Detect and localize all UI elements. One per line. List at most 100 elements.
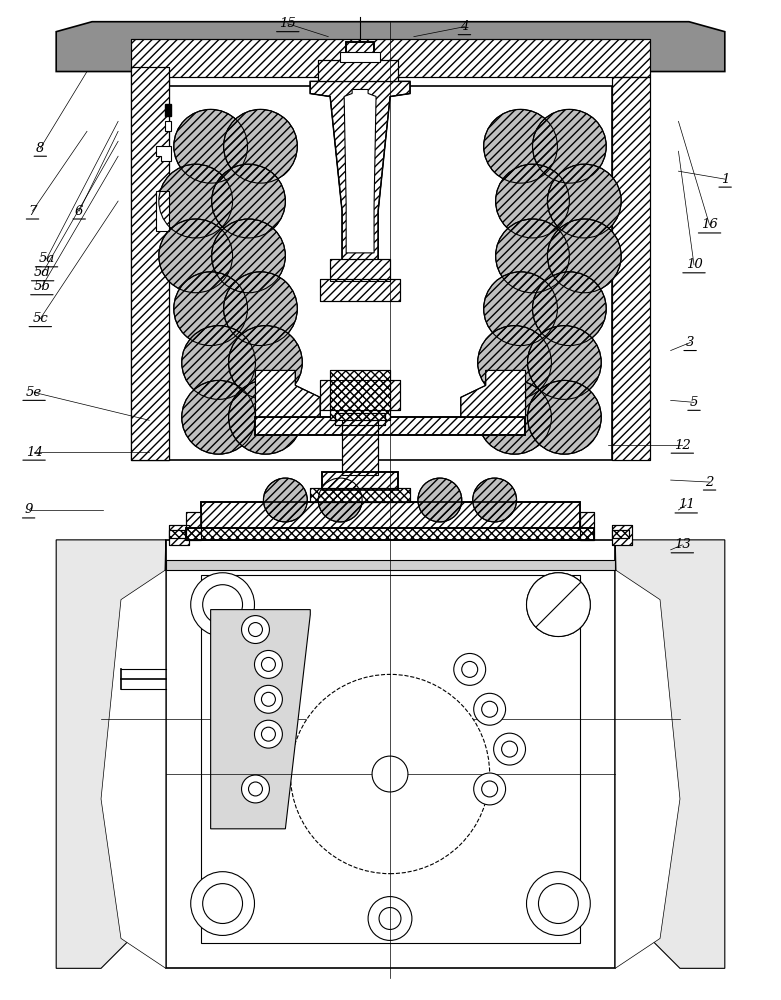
Text: 14: 14 [26,446,42,459]
Bar [131,67,169,460]
Circle shape [255,650,283,678]
Bar [342,420,378,475]
Circle shape [454,653,486,685]
Bar [201,575,580,943]
Circle shape [526,573,590,637]
Circle shape [229,380,302,454]
Bar [612,525,632,545]
Circle shape [223,272,298,346]
Bar [169,530,186,538]
Text: 1: 1 [721,173,729,186]
Text: 12: 12 [674,439,690,452]
Circle shape [182,326,255,399]
Circle shape [241,616,269,643]
Text: 5: 5 [690,396,698,409]
Bar [346,42,374,60]
Text: 15: 15 [280,17,296,30]
Circle shape [241,775,269,803]
Bar [201,502,580,530]
Bar [612,77,650,460]
Polygon shape [56,22,725,72]
Circle shape [482,701,497,717]
Polygon shape [580,512,594,540]
Bar [131,39,650,77]
Text: 13: 13 [674,538,690,551]
Circle shape [262,727,276,741]
Text: 8: 8 [36,142,45,155]
Bar [166,560,615,570]
Circle shape [262,657,276,671]
Bar [166,540,615,968]
Circle shape [474,773,505,805]
Circle shape [482,781,497,797]
Circle shape [248,782,262,796]
Bar [341,52,380,62]
Bar [201,502,580,530]
Bar [319,60,398,81]
Circle shape [203,585,243,625]
Circle shape [478,326,551,399]
Circle shape [262,692,276,706]
Text: 16: 16 [701,218,718,231]
Polygon shape [101,540,166,968]
Circle shape [527,326,601,399]
Bar [330,259,390,281]
Text: 9: 9 [24,503,33,516]
Bar [330,370,390,420]
Bar [330,370,390,420]
Bar [612,530,629,538]
Text: 5c: 5c [33,312,48,325]
Polygon shape [255,370,320,417]
Circle shape [372,756,408,792]
Bar [320,279,400,301]
Circle shape [191,573,255,637]
Circle shape [248,623,262,637]
Circle shape [496,219,569,293]
Circle shape [291,674,490,874]
Bar [186,528,594,540]
Circle shape [418,478,462,522]
Circle shape [212,164,285,238]
Circle shape [255,720,283,748]
Circle shape [483,109,558,183]
Bar [612,77,650,460]
Bar [320,380,400,410]
Circle shape [533,109,606,183]
Circle shape [538,585,578,625]
Polygon shape [310,81,410,261]
Bar [131,39,650,77]
Circle shape [538,884,578,923]
Bar [255,417,525,435]
Text: 2: 2 [705,476,714,489]
Bar [335,413,385,425]
Bar [186,528,594,540]
Text: 5b: 5b [34,280,50,293]
Circle shape [473,478,516,522]
Circle shape [255,685,283,713]
Polygon shape [344,89,376,253]
Circle shape [527,380,601,454]
Circle shape [203,884,243,923]
Bar [323,472,398,490]
Polygon shape [615,540,725,968]
Polygon shape [56,540,166,968]
Circle shape [229,326,302,399]
Text: 6: 6 [75,205,84,218]
Bar [320,279,400,301]
Bar [169,525,189,545]
Circle shape [379,908,401,929]
Text: 11: 11 [678,498,694,511]
Circle shape [174,272,248,346]
Text: 5d: 5d [34,266,51,279]
Circle shape [533,272,606,346]
Polygon shape [156,191,169,231]
Bar [131,77,169,460]
Circle shape [462,661,478,677]
Bar [169,86,612,460]
Bar [319,60,398,81]
Bar [335,413,385,425]
Circle shape [526,872,590,935]
Text: 5e: 5e [26,386,42,399]
Bar [165,104,171,116]
Circle shape [174,109,248,183]
